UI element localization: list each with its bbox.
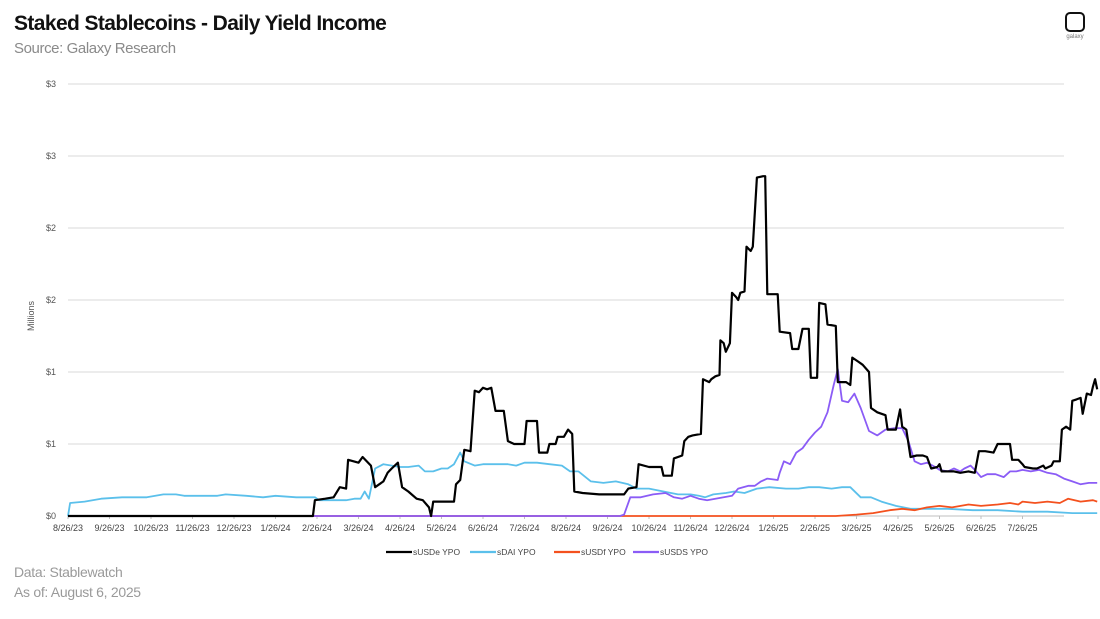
x-tick-label: 4/26/25 — [883, 523, 913, 533]
y-tick-label: $1 — [46, 367, 56, 377]
legend-label: sUSDe YPO — [413, 547, 460, 557]
as-of-date: As of: August 6, 2025 — [14, 584, 141, 600]
y-tick-label: $3 — [46, 151, 56, 161]
chart-title: Staked Stablecoins - Daily Yield Income — [14, 12, 387, 35]
x-tick-label: 12/26/24 — [714, 523, 749, 533]
legend-label: sDAI YPO — [497, 547, 536, 557]
galaxy-logo-icon — [1065, 12, 1085, 32]
x-tick-label: 9/26/23 — [94, 523, 124, 533]
data-series — [67, 175, 1099, 518]
x-tick-label: 12/26/23 — [216, 523, 251, 533]
legend: sUSDe YPO sDAI YPO sUSDf YPO sUSDS YPO — [386, 547, 708, 557]
x-tick-label: 7/26/25 — [1007, 523, 1037, 533]
x-tick-label: 2/26/24 — [302, 523, 332, 533]
x-tick-label: 11/26/24 — [673, 523, 707, 533]
y-axis-label: Millions — [26, 301, 36, 332]
y-tick-label: $0 — [46, 511, 56, 521]
x-tick-label: 4/26/24 — [385, 523, 415, 533]
y-tick-label: $3 — [46, 79, 56, 89]
series-line-sdai-ypo — [67, 451, 1098, 517]
series-line-susds-ypo — [68, 368, 1098, 517]
x-tick-label: 3/26/24 — [343, 523, 373, 533]
y-tick-label: $1 — [46, 439, 56, 449]
y-tick-label: $2 — [46, 223, 56, 233]
chart-subtitle: Source: Galaxy Research — [14, 40, 176, 57]
x-tick-label: 9/26/24 — [592, 523, 622, 533]
x-tick-label: 6/26/25 — [966, 523, 996, 533]
x-tick-label: 11/26/23 — [175, 523, 209, 533]
x-tick-label: 7/26/24 — [509, 523, 539, 533]
y-axis-tick-labels: $0 $1 $1 $2 $2 $3 $3 — [46, 79, 56, 521]
legend-label: sUSDf YPO — [581, 547, 626, 557]
gridlines — [67, 83, 1064, 519]
x-axis-tick-labels: 8/26/23 9/26/23 10/26/23 11/26/23 12/26/23 1/… — [53, 523, 1038, 533]
galaxy-logo-label: galaxy — [1066, 34, 1084, 40]
legend-label: sUSDS YPO — [660, 547, 708, 557]
data-source-note: Data: Stablewatch — [14, 564, 123, 580]
x-tick-label: 3/26/25 — [841, 523, 871, 533]
line-chart: $0 $1 $1 $2 $2 $3 $3 Millions 8/26/23 9/26/23 10… — [26, 79, 1099, 557]
x-tick-label: 5/26/25 — [924, 523, 954, 533]
x-tick-label: 1/26/25 — [758, 523, 788, 533]
x-tick-label: 1/26/24 — [260, 523, 290, 533]
x-tick-label: 10/26/23 — [133, 523, 168, 533]
series-line-susde-ypo — [68, 175, 1099, 518]
x-tick-label: 5/26/24 — [426, 523, 456, 533]
x-tick-label: 2/26/25 — [800, 523, 830, 533]
y-tick-label: $2 — [46, 295, 56, 305]
x-tick-label: 6/26/24 — [468, 523, 498, 533]
x-tick-label: 8/26/24 — [551, 523, 581, 533]
series-line-susdf-ypo — [68, 497, 1098, 517]
galaxy-logo: galaxy — [1062, 12, 1088, 40]
x-tick-label: 8/26/23 — [53, 523, 83, 533]
x-tick-label: 10/26/24 — [631, 523, 666, 533]
